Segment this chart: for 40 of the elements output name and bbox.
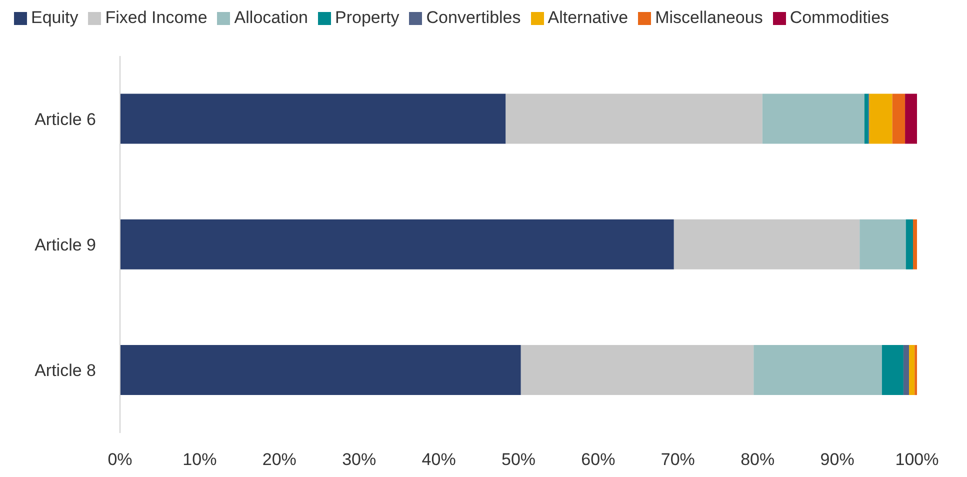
bar <box>520 345 754 396</box>
legend-label: Equity <box>31 8 78 27</box>
legend-label: Property <box>335 8 400 27</box>
x-tick-label: 50% <box>501 450 536 470</box>
legend-label: Commodities <box>790 8 890 27</box>
x-tick-label: 20% <box>262 450 296 470</box>
legend-label: Fixed Income <box>105 8 208 27</box>
bar <box>905 94 917 144</box>
x-tick-label: 80% <box>740 450 775 470</box>
x-tick-label: 40% <box>422 450 456 470</box>
bar <box>860 219 906 270</box>
bar <box>674 219 860 270</box>
bar <box>754 345 882 396</box>
y-tick-label: Article 6 <box>34 110 96 129</box>
legend-label: Miscellaneous <box>655 8 763 27</box>
bar <box>120 94 506 144</box>
bar <box>864 94 868 144</box>
legend-label: Allocation <box>234 8 308 27</box>
x-tick-label: 10% <box>182 450 217 470</box>
bar <box>869 94 892 144</box>
bar <box>882 345 904 396</box>
bar <box>120 345 521 396</box>
x-tick-label: 30% <box>342 450 376 470</box>
bar <box>906 219 914 270</box>
x-tick-label: 60% <box>581 450 616 470</box>
x-tick-label: 0% <box>108 450 132 470</box>
bar <box>892 94 906 144</box>
bar <box>903 345 910 396</box>
x-tick-label: 70% <box>660 450 695 470</box>
bar <box>913 219 917 270</box>
legend-label: Alternative <box>548 8 628 27</box>
bar <box>120 219 674 270</box>
bar <box>909 345 915 396</box>
y-tick-label: Article 9 <box>34 236 96 255</box>
legend-label: Convertibles <box>426 8 521 27</box>
y-tick-label: Article 8 <box>34 361 96 380</box>
bar <box>506 94 762 144</box>
x-tick-label: 90% <box>820 450 854 470</box>
bar <box>762 94 864 144</box>
x-tick-label: 100% <box>895 450 939 470</box>
